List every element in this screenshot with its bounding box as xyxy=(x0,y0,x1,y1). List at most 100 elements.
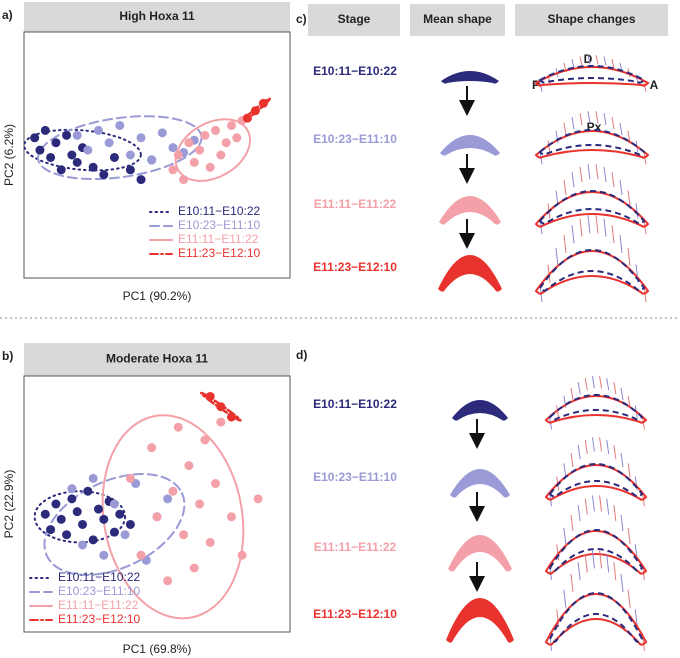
mean-shape xyxy=(441,71,499,84)
deformation-vector xyxy=(577,382,581,395)
point xyxy=(250,106,260,116)
landmark-label: P xyxy=(532,78,540,92)
point xyxy=(78,540,88,550)
point xyxy=(93,504,103,514)
deformation-vector xyxy=(620,387,624,401)
point xyxy=(40,509,50,519)
target-outline xyxy=(534,130,650,159)
column-header: Shape changes xyxy=(547,12,635,26)
target-outline xyxy=(534,66,650,87)
deformation-vector xyxy=(555,248,559,267)
point xyxy=(88,473,98,483)
panel-label: a) xyxy=(2,8,13,22)
deformation-vector xyxy=(627,190,631,206)
legend-label: E10:11−E10:22 xyxy=(58,570,141,584)
point xyxy=(168,486,178,496)
landmark-label: A xyxy=(650,78,659,92)
point xyxy=(242,113,252,123)
mean-shape xyxy=(440,135,500,156)
point xyxy=(226,120,236,130)
point xyxy=(152,512,162,522)
point xyxy=(62,530,72,540)
point xyxy=(221,138,231,148)
deformation-vector xyxy=(556,405,560,418)
deformation-vector xyxy=(587,111,591,124)
point xyxy=(56,165,66,175)
point xyxy=(67,150,77,160)
legend-label: E11:11−E11:22 xyxy=(58,598,139,612)
point xyxy=(253,494,263,504)
y-axis-label: PC2 (6.2%) xyxy=(2,124,16,186)
point xyxy=(40,125,50,135)
point xyxy=(72,130,82,140)
deformation-vector xyxy=(563,589,567,608)
point xyxy=(258,98,268,108)
deformation-vector xyxy=(619,234,623,254)
panel-label: c) xyxy=(296,12,307,26)
deformation-vector xyxy=(591,437,595,452)
point xyxy=(179,530,189,540)
deformation-vector xyxy=(627,527,631,545)
point xyxy=(109,152,119,162)
deformation-vector xyxy=(547,140,551,153)
deformation-vector xyxy=(595,55,599,65)
point xyxy=(195,499,205,509)
deformation-vector xyxy=(634,609,638,628)
point xyxy=(46,152,56,162)
legend-label: E10:11−E10:22 xyxy=(178,204,261,218)
point xyxy=(109,499,119,509)
point xyxy=(136,550,146,560)
target-outline xyxy=(544,464,648,501)
deformation-vector xyxy=(570,387,574,401)
deformation-vector xyxy=(587,164,591,180)
deformation-vector xyxy=(620,514,624,532)
mean-shape xyxy=(439,196,501,225)
deformation-vector xyxy=(620,452,624,468)
deformation-vector xyxy=(571,172,575,188)
deformation-vector xyxy=(579,113,583,126)
point xyxy=(83,486,93,496)
deformation-vector xyxy=(613,505,617,522)
point xyxy=(168,143,178,153)
point xyxy=(78,519,88,529)
deformation-vector xyxy=(591,376,595,389)
point xyxy=(179,175,189,185)
point xyxy=(72,507,82,517)
legend-label: E10:23−E11:10 xyxy=(178,218,261,232)
deformation-vector xyxy=(579,218,583,237)
deformation-vector xyxy=(584,554,588,573)
deformation-vector xyxy=(603,166,607,183)
point xyxy=(189,563,199,573)
column-header: Stage xyxy=(338,12,371,26)
deformation-vector xyxy=(556,609,560,628)
point xyxy=(99,514,109,524)
point xyxy=(30,133,40,143)
point xyxy=(136,175,146,185)
point xyxy=(51,138,61,148)
target-outline xyxy=(544,593,648,646)
deformation-vector xyxy=(570,514,574,532)
plot-frame xyxy=(23,375,291,633)
panel-label: d) xyxy=(296,348,307,362)
point xyxy=(216,402,226,412)
point xyxy=(147,155,157,165)
deformation-vector xyxy=(579,56,583,66)
reference-outline xyxy=(548,592,644,643)
point xyxy=(216,417,226,427)
deformation-vector xyxy=(571,58,575,69)
point xyxy=(125,473,135,483)
deformation-vector xyxy=(587,55,591,65)
deformation-vector xyxy=(627,589,631,608)
point xyxy=(120,530,130,540)
mean-shape xyxy=(450,469,510,498)
point xyxy=(205,391,215,401)
deformation-vector xyxy=(539,82,543,92)
reference-outline xyxy=(538,65,646,84)
point xyxy=(35,145,45,155)
deformation-vector xyxy=(606,439,610,455)
point xyxy=(46,525,56,535)
deformation-vector xyxy=(595,111,599,124)
target-outline xyxy=(544,530,648,575)
point xyxy=(211,125,221,135)
column-header: Mean shape xyxy=(423,12,492,26)
